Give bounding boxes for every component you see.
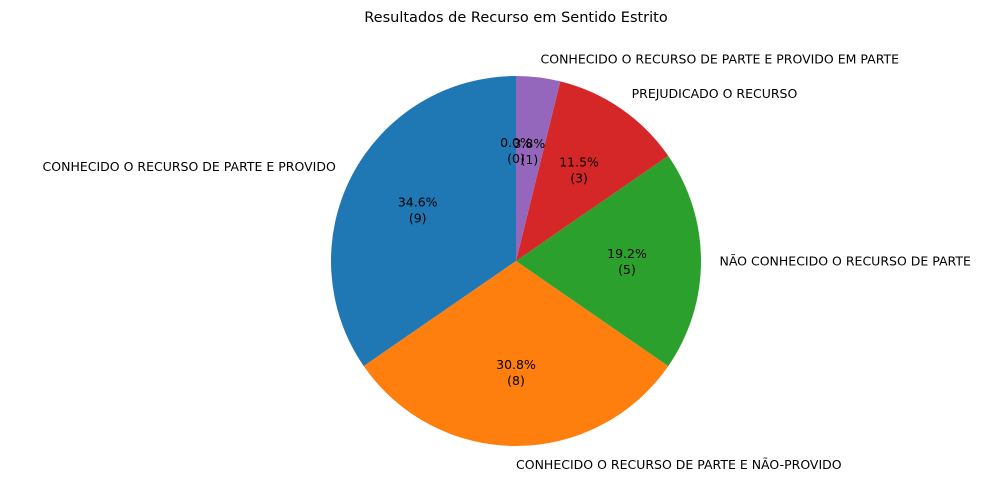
slice-percentage: 3.8% (1)	[513, 136, 545, 167]
chart-title: Resultados de Recurso em Sentido Estrito	[364, 10, 668, 26]
pie-slices	[331, 76, 701, 446]
slice-label: NÃO CONHECIDO O RECURSO DE PARTE	[720, 253, 971, 268]
slice-percentage: 34.6% (9)	[398, 194, 438, 225]
slice-label: PREJUDICADO O RECURSO	[632, 86, 798, 101]
slice-percentage: 0.0% (0)	[500, 135, 532, 166]
pie-slice	[363, 261, 669, 446]
slice-percentage: 19.2% (5)	[607, 246, 647, 277]
pie-slice	[516, 155, 701, 367]
slice-label: CONHECIDO O RECURSO DE PARTE E NÃO-PROVI…	[516, 457, 842, 472]
slice-label: CONHECIDO O RECURSO DE PARTE E PROVIDO E…	[541, 51, 900, 66]
slice-percentages: 34.6% (9) 30.8% (8) 19.2% (5) 11.5% (3) 3.8% (1)0…	[398, 135, 647, 388]
pie-slice	[516, 76, 561, 261]
slice-percentage: 11.5% (3)	[559, 155, 599, 186]
pie-slice	[516, 81, 669, 261]
slice-labels: CONHECIDO O RECURSO DE PARTE E PROVIDO CO…	[43, 51, 971, 472]
pie-slice	[331, 76, 516, 367]
slice-label: CONHECIDO O RECURSO DE PARTE E PROVIDO	[43, 159, 336, 174]
slice-percentage: 30.8% (8)	[496, 357, 536, 388]
